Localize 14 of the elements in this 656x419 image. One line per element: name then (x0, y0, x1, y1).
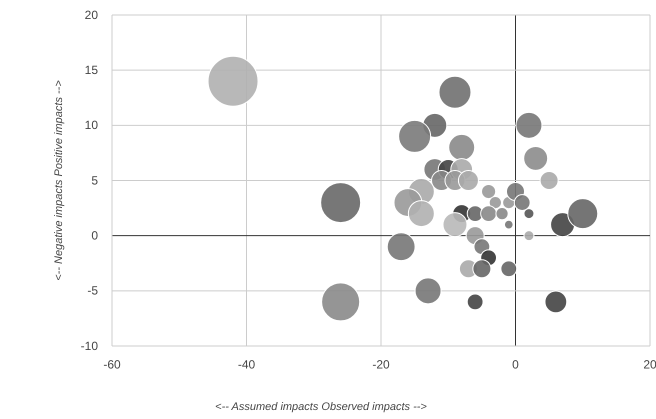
x-axis-title: <-- Assumed impacts Observed impacts --> (215, 401, 428, 413)
x-tick-label: -20 (372, 358, 390, 372)
y-tick-label: -5 (87, 284, 98, 298)
x-tick-label: 0 (512, 358, 520, 372)
x-tick-label: -60 (103, 358, 121, 372)
y-tick-label: 0 (91, 228, 98, 243)
y-tick-label: 20 (84, 8, 98, 22)
y-axis-title: <-- Negative impacts Positive impacts --> (53, 80, 65, 281)
x-tick-label: 20 (643, 358, 656, 372)
x-tick-label: -40 (238, 358, 256, 372)
y-tick-label: -10 (80, 338, 98, 353)
y-tick-label: 15 (84, 63, 98, 78)
y-tick-label: 10 (84, 118, 98, 132)
y-tick-label: 5 (91, 173, 98, 188)
